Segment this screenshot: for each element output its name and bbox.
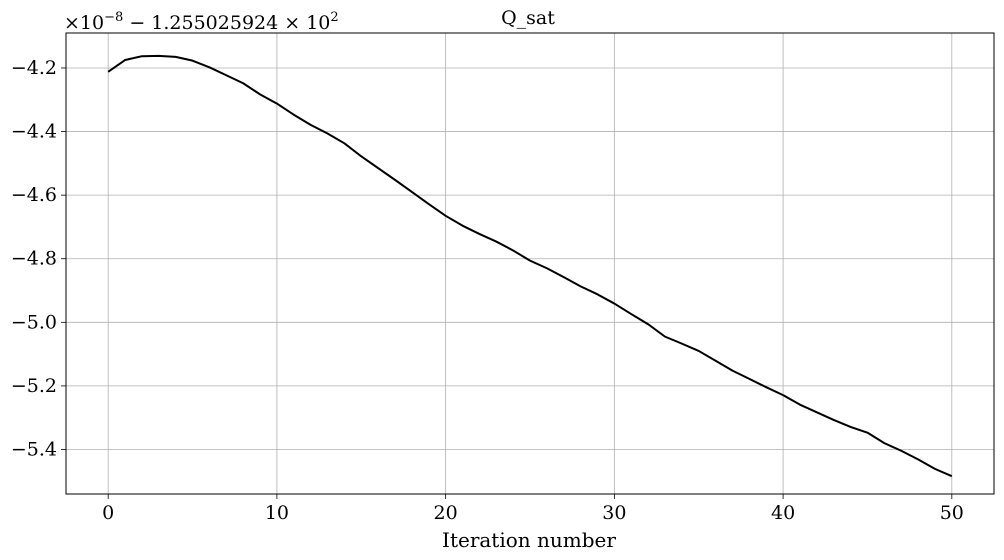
y-tick-label: −4.4 (11, 121, 57, 143)
x-tick-label: 10 (265, 502, 289, 524)
y-tick-label: −5.0 (11, 311, 57, 333)
offset-value: − 1.255025924 × 10 (123, 12, 330, 34)
y-tick-label: −4.8 (11, 248, 57, 270)
offset-value-exponent: 2 (330, 10, 338, 25)
y-tick-label: −5.2 (11, 375, 57, 397)
series-layer (107, 54, 953, 478)
y-tick-label: −4.6 (11, 184, 57, 206)
plot-frame (65, 32, 995, 495)
x-axis-title: Iteration number (442, 528, 616, 552)
x-tick-label: 0 (102, 502, 114, 524)
chart-title: Q_sat (501, 7, 555, 29)
x-tick-label: 30 (602, 502, 626, 524)
y-tick-label: −4.2 (11, 57, 57, 79)
x-tick-label: 40 (771, 502, 795, 524)
y-axis-ticks: −5.4 −5.2 −5.0 −4.8 −4.6 −4.4 −4.2 (11, 57, 66, 460)
series-line (107, 54, 953, 478)
x-tick-label: 20 (434, 502, 458, 524)
offset-multiplier-exponent: −8 (104, 10, 123, 25)
x-tick-label: 50 (940, 502, 964, 524)
grid (66, 33, 994, 494)
y-axis-offset-label: ×10−8 − 1.255025924 × 102 (64, 10, 339, 34)
y-tick-label: −5.4 (11, 438, 57, 460)
x-axis-ticks: 0 10 20 30 40 50 (102, 494, 964, 524)
offset-multiplier: ×10 (64, 12, 104, 34)
